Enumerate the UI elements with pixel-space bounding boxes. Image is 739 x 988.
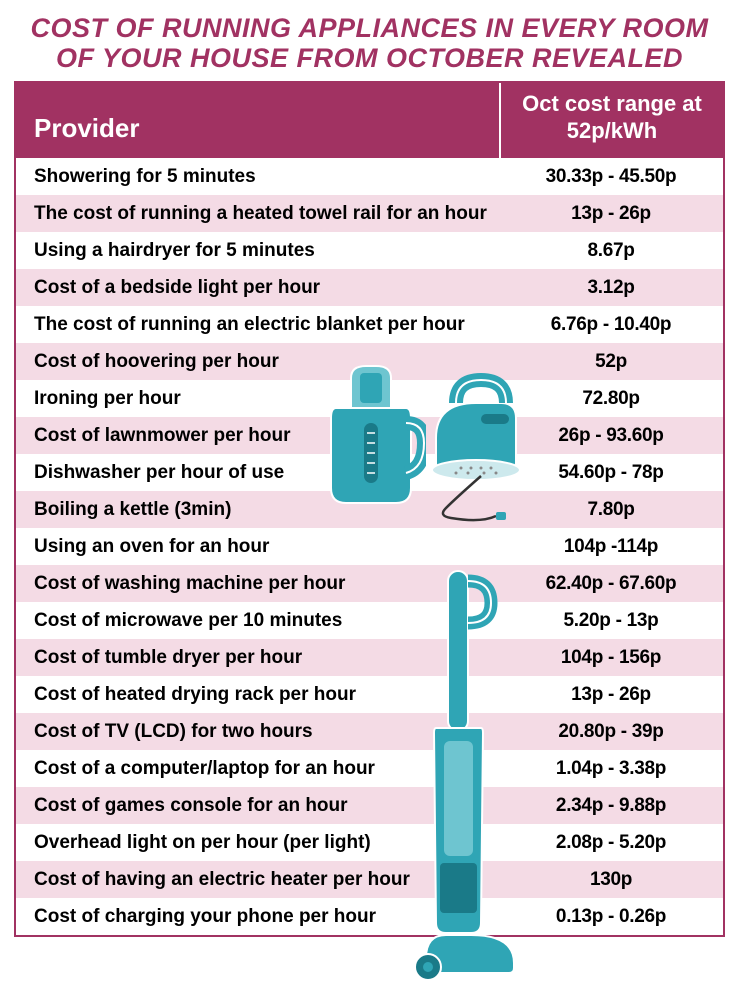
cost-cell: 8.67p bbox=[499, 234, 723, 268]
cost-cell: 104p - 156p bbox=[499, 641, 723, 675]
table-row: Cost of having an electric heater per ho… bbox=[16, 861, 723, 898]
provider-cell: Overhead light on per hour (per light) bbox=[16, 826, 499, 860]
table-row: Overhead light on per hour (per light)2.… bbox=[16, 824, 723, 861]
provider-cell: Cost of hoovering per hour bbox=[16, 345, 499, 379]
provider-cell: Showering for 5 minutes bbox=[16, 160, 499, 194]
table-row: Cost of microwave per 10 minutes5.20p - … bbox=[16, 602, 723, 639]
table-body: Showering for 5 minutes30.33p - 45.50pTh… bbox=[16, 158, 723, 935]
provider-cell: Cost of washing machine per hour bbox=[16, 567, 499, 601]
provider-cell: The cost of running an electric blanket … bbox=[16, 308, 499, 342]
cost-cell: 52p bbox=[499, 345, 723, 379]
cost-cell: 72.80p bbox=[499, 382, 723, 416]
cost-cell: 1.04p - 3.38p bbox=[499, 752, 723, 786]
cost-cell: 0.13p - 0.26p bbox=[499, 900, 723, 934]
provider-cell: Cost of microwave per 10 minutes bbox=[16, 604, 499, 638]
table-row: Cost of heated drying rack per hour13p -… bbox=[16, 676, 723, 713]
cost-cell: 2.08p - 5.20p bbox=[499, 826, 723, 860]
cost-cell: 7.80p bbox=[499, 493, 723, 527]
cost-cell: 20.80p - 39p bbox=[499, 715, 723, 749]
cost-cell: 62.40p - 67.60p bbox=[499, 567, 723, 601]
cost-cell: 6.76p - 10.40p bbox=[499, 308, 723, 342]
provider-cell: Using an oven for an hour bbox=[16, 530, 499, 564]
table-row: Cost of washing machine per hour62.40p -… bbox=[16, 565, 723, 602]
table-row: Cost of lawnmower per hour26p - 93.60p bbox=[16, 417, 723, 454]
provider-cell: Cost of charging your phone per hour bbox=[16, 900, 499, 934]
table-row: Cost of tumble dryer per hour104p - 156p bbox=[16, 639, 723, 676]
cost-cell: 30.33p - 45.50p bbox=[499, 160, 723, 194]
provider-cell: Cost of a computer/laptop for an hour bbox=[16, 752, 499, 786]
table-header: Provider Oct cost range at 52p/kWh bbox=[16, 83, 723, 158]
table-row: Dishwasher per hour of use54.60p - 78p bbox=[16, 454, 723, 491]
provider-cell: Boiling a kettle (3min) bbox=[16, 493, 499, 527]
provider-cell: Ironing per hour bbox=[16, 382, 499, 416]
table-row: The cost of running a heated towel rail … bbox=[16, 195, 723, 232]
table-row: Cost of a bedside light per hour3.12p bbox=[16, 269, 723, 306]
provider-cell: Cost of having an electric heater per ho… bbox=[16, 863, 499, 897]
cost-cell: 130p bbox=[499, 863, 723, 897]
cost-cell: 104p -114p bbox=[499, 530, 723, 564]
table-row: Using a hairdryer for 5 minutes8.67p bbox=[16, 232, 723, 269]
cost-cell: 3.12p bbox=[499, 271, 723, 305]
header-provider: Provider bbox=[16, 83, 499, 158]
table-row: Showering for 5 minutes30.33p - 45.50p bbox=[16, 158, 723, 195]
cost-cell: 54.60p - 78p bbox=[499, 456, 723, 490]
table-row: Cost of a computer/laptop for an hour1.0… bbox=[16, 750, 723, 787]
provider-cell: Cost of tumble dryer per hour bbox=[16, 641, 499, 675]
provider-cell: Cost of a bedside light per hour bbox=[16, 271, 499, 305]
table-row: Boiling a kettle (3min)7.80p bbox=[16, 491, 723, 528]
table-row: Cost of TV (LCD) for two hours20.80p - 3… bbox=[16, 713, 723, 750]
cost-cell: 13p - 26p bbox=[499, 678, 723, 712]
table-row: Ironing per hour72.80p bbox=[16, 380, 723, 417]
cost-cell: 13p - 26p bbox=[499, 197, 723, 231]
page-title: COST OF RUNNING APPLIANCES IN EVERY ROOM… bbox=[0, 0, 739, 81]
header-cost: Oct cost range at 52p/kWh bbox=[499, 83, 723, 158]
provider-cell: Dishwasher per hour of use bbox=[16, 456, 499, 490]
table-row: Cost of hoovering per hour52p bbox=[16, 343, 723, 380]
provider-cell: Cost of TV (LCD) for two hours bbox=[16, 715, 499, 749]
table-row: Cost of games console for an hour2.34p -… bbox=[16, 787, 723, 824]
cost-cell: 2.34p - 9.88p bbox=[499, 789, 723, 823]
cost-table: Provider Oct cost range at 52p/kWh bbox=[14, 81, 725, 937]
provider-cell: Using a hairdryer for 5 minutes bbox=[16, 234, 499, 268]
provider-cell: Cost of heated drying rack per hour bbox=[16, 678, 499, 712]
table-row: Using an oven for an hour104p -114p bbox=[16, 528, 723, 565]
provider-cell: The cost of running a heated towel rail … bbox=[16, 197, 499, 231]
provider-cell: Cost of lawnmower per hour bbox=[16, 419, 499, 453]
cost-cell: 26p - 93.60p bbox=[499, 419, 723, 453]
table-row: Cost of charging your phone per hour0.13… bbox=[16, 898, 723, 935]
cost-cell: 5.20p - 13p bbox=[499, 604, 723, 638]
provider-cell: Cost of games console for an hour bbox=[16, 789, 499, 823]
table-row: The cost of running an electric blanket … bbox=[16, 306, 723, 343]
